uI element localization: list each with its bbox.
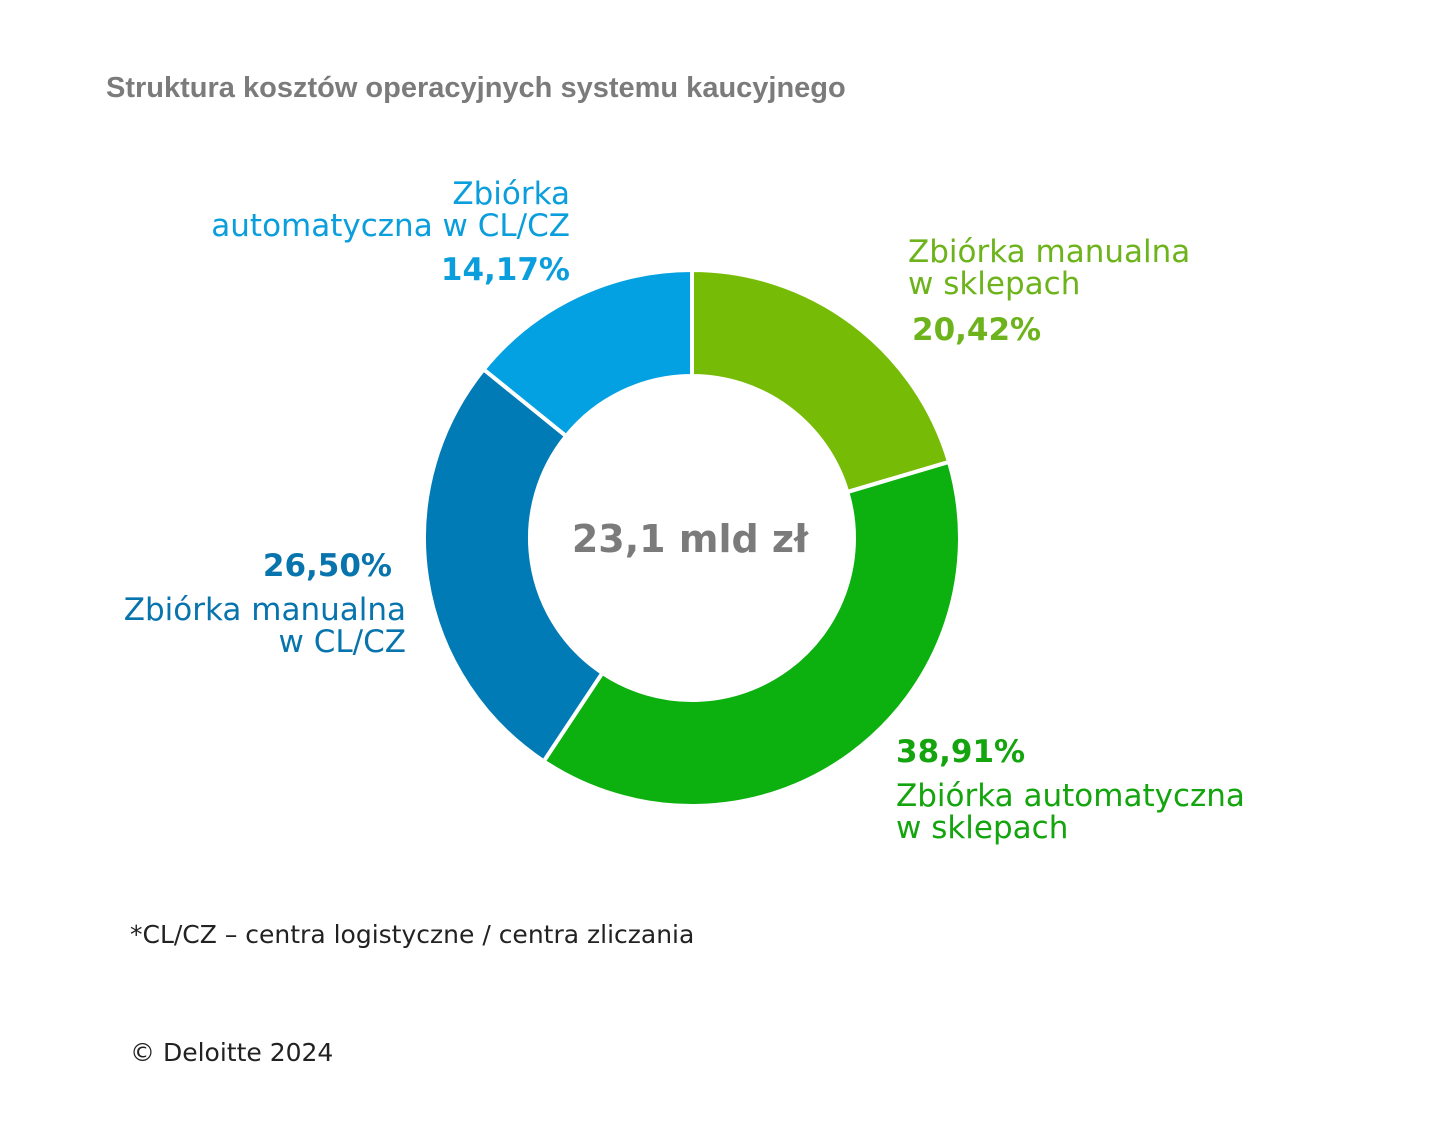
slice-name-line1: Zbiórka manualna	[908, 234, 1191, 270]
slice-percent: 38,91%	[896, 734, 1026, 770]
slice-name-line2: w CL/CZ	[278, 624, 406, 660]
center-total-label: 23,1 mld zł	[572, 517, 809, 561]
chart-title: Struktura kosztów operacyjnych systemu k…	[106, 72, 846, 104]
slice-name-line2: w sklepach	[896, 810, 1069, 846]
slice-manual-clcz	[422, 366, 606, 765]
copyright: © Deloitte 2024	[130, 1038, 334, 1067]
slice-name-line2: w sklepach	[908, 266, 1081, 302]
slice-percent: 20,42%	[912, 312, 1042, 348]
slice-name-line2: automatyczna w CL/CZ	[211, 208, 570, 244]
slice-percent: 26,50%	[262, 548, 392, 584]
slice-automatic-shops	[540, 459, 962, 808]
slice-label-automatic-clcz: Zbiórka automatyczna w CL/CZ 14,17%	[211, 178, 570, 286]
slice-label-manual-shops: Zbiórka manualna w sklepach 20,42%	[908, 236, 1190, 346]
slice-name-line1: Zbiórka automatyczna	[896, 778, 1245, 814]
slice-name-line1: Zbiórka	[452, 176, 570, 212]
slice-label-automatic-shops: 38,91% Zbiórka automatyczna w sklepach	[896, 736, 1245, 844]
slice-label-manual-clcz: 26,50% Zbiórka manualna w CL/CZ	[124, 550, 406, 658]
slice-percent: 14,17%	[440, 252, 570, 288]
slice-name-line1: Zbiórka manualna	[123, 592, 406, 628]
slice-automatic-clcz	[480, 267, 694, 439]
slice-manual-shops	[690, 267, 952, 495]
footnote: *CL/CZ – centra logistyczne / centra zli…	[130, 920, 695, 949]
